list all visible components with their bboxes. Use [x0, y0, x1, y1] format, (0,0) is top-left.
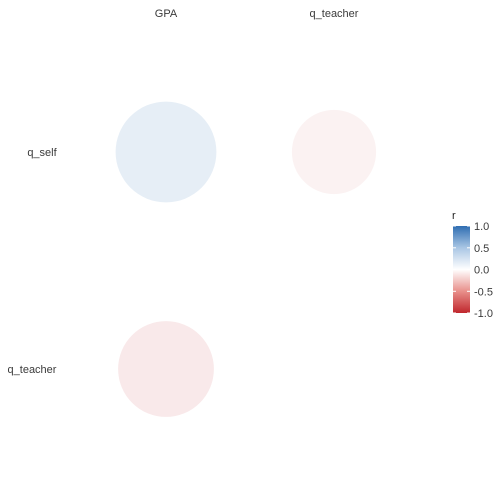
bubble-q_teacher-GPA: [118, 321, 214, 417]
legend-ticks: 1.0 0.5 0.0 -0.5 -1.0: [453, 221, 493, 320]
bubble-layer: [115, 101, 377, 417]
legend-title: r: [452, 210, 456, 222]
bubble-q_self-GPA: [115, 101, 217, 203]
row-label-q-teacher: q_teacher: [8, 364, 57, 376]
bubble-q_self-q_teacher: [291, 109, 377, 195]
legend-tick-label: 1.0: [474, 221, 489, 233]
row-label-q-self: q_self: [27, 147, 57, 159]
legend-tick-label: -0.5: [474, 286, 493, 298]
legend-tick-label: 0.0: [474, 265, 489, 277]
column-label-gpa: GPA: [155, 8, 178, 20]
legend-colorbar: [453, 226, 470, 313]
legend-tick-label: -1.0: [474, 308, 493, 320]
column-label-q-teacher: q_teacher: [310, 8, 359, 20]
color-legend: r 1.0 0.5 0.0 -0.5 -1.0: [452, 210, 493, 320]
legend-tick-label: 0.5: [474, 243, 489, 255]
